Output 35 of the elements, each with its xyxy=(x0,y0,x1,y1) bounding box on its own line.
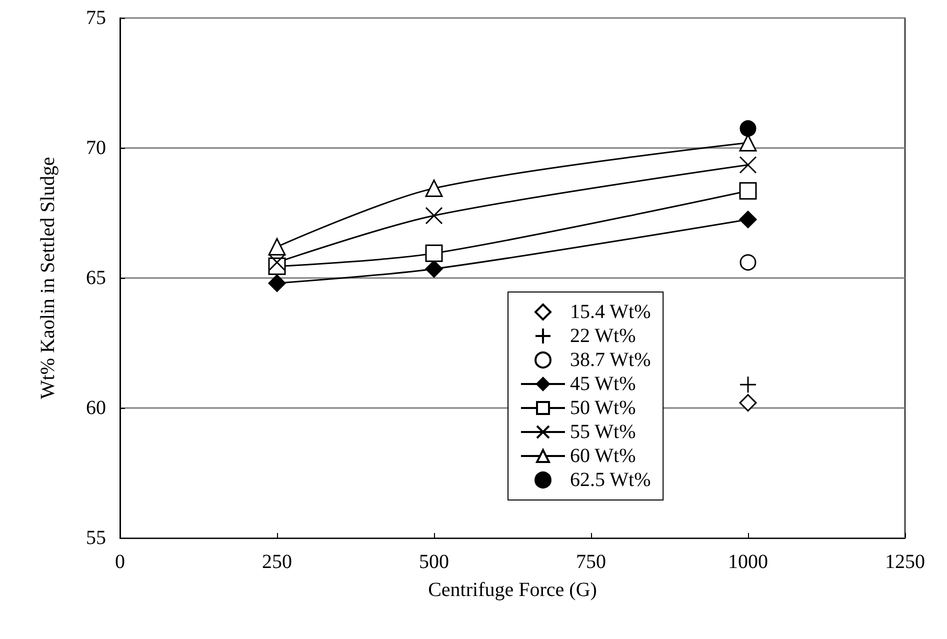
y-axis-title: Wt% Kaolin in Settled Sludge xyxy=(37,156,59,400)
x-tick-label: 0 xyxy=(115,551,125,573)
legend-label: 60 Wt% xyxy=(570,445,636,467)
legend-label: 38.7 Wt% xyxy=(570,349,651,371)
x-tick-label: 500 xyxy=(419,551,449,573)
x-tick-label: 250 xyxy=(262,551,292,573)
point xyxy=(739,156,757,174)
point xyxy=(740,254,756,271)
legend-label: 15.4 Wt% xyxy=(570,301,651,323)
legend-label: 22 Wt% xyxy=(570,325,636,347)
point xyxy=(425,180,443,198)
y-tick-label: 75 xyxy=(86,7,106,29)
legend-label: 45 Wt% xyxy=(570,373,636,395)
point xyxy=(739,210,757,228)
point xyxy=(739,376,757,394)
x-axis-title: Centrifuge Force (G) xyxy=(428,579,597,601)
y-tick-label: 55 xyxy=(86,527,106,549)
point xyxy=(268,274,286,292)
point xyxy=(425,206,443,224)
point xyxy=(739,182,757,200)
point xyxy=(268,238,286,256)
y-tick-label: 65 xyxy=(86,267,106,289)
y-tick-label: 60 xyxy=(86,397,106,419)
point xyxy=(739,394,757,412)
legend-label: 55 Wt% xyxy=(570,421,636,443)
point xyxy=(268,254,286,272)
point xyxy=(425,260,443,278)
x-tick-label: 1000 xyxy=(728,551,768,573)
point xyxy=(425,244,443,262)
point xyxy=(740,120,756,137)
y-tick-label: 70 xyxy=(86,137,106,159)
legend-label: 62.5 Wt% xyxy=(570,469,651,491)
legend-label: 50 Wt% xyxy=(570,397,636,419)
x-tick-label: 750 xyxy=(576,551,606,573)
x-tick-label: 1250 xyxy=(885,551,925,573)
